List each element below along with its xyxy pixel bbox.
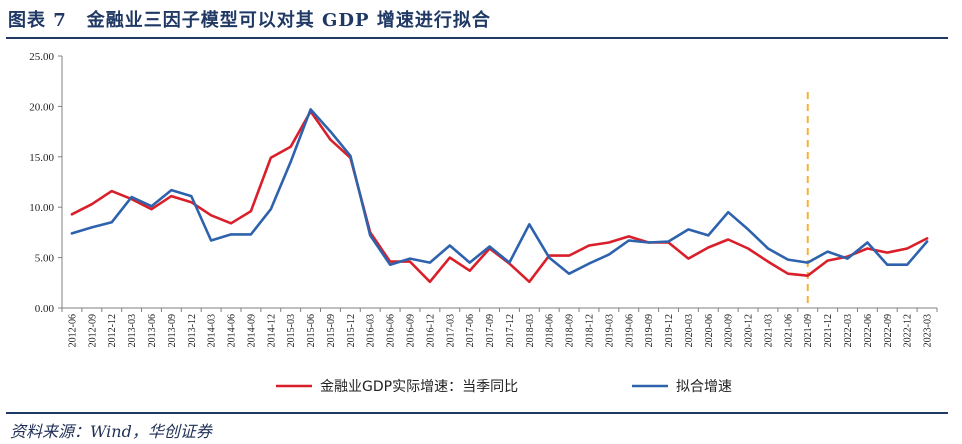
x-tick-label: 2021-03 (763, 314, 774, 347)
y-tick-label: 25.00 (29, 51, 54, 63)
x-tick-label: 2020-06 (704, 314, 715, 347)
figure-label: 图表 7 (8, 10, 67, 31)
y-tick-label: 15.00 (29, 152, 54, 164)
x-tick-label: 2015-03 (286, 314, 297, 347)
x-tick-label: 2015-09 (326, 314, 337, 347)
source-note: 资料来源：Wind，华创证券 (10, 422, 212, 441)
footer-rule (6, 412, 948, 414)
x-tick-label: 2022-03 (843, 314, 854, 347)
series-lines (70, 108, 929, 284)
x-tick-label: 2014-09 (246, 314, 257, 347)
x-tick-label: 2013-09 (167, 314, 178, 347)
x-tick-label: 2012-12 (107, 314, 118, 347)
x-tick-label: 2013-03 (127, 314, 138, 347)
y-tick-label: 10.00 (29, 202, 54, 214)
x-tick-label: 2017-06 (465, 314, 476, 347)
series-line-fitted-growth (70, 108, 929, 276)
x-tick-label: 2015-06 (306, 314, 317, 347)
x-tick-label: 2012-09 (87, 314, 98, 347)
title-rule (6, 37, 948, 39)
x-tick-label: 2016-12 (425, 314, 436, 347)
x-tick-label: 2020-03 (684, 314, 695, 347)
x-tick-label: 2016-06 (386, 314, 397, 347)
x-tick-label: 2020-12 (744, 314, 755, 347)
x-tick-label: 2019-03 (604, 314, 615, 347)
x-tick-label: 2018-12 (584, 314, 595, 347)
x-tick-label: 2022-06 (863, 314, 874, 347)
x-tick-label: 2013-12 (187, 314, 198, 347)
legend-label: 金融业GDP实际增速：当季同比 (320, 379, 518, 395)
y-axis-ticks: 0.00 5.00 10.00 15.00 20.00 25.00 (29, 51, 62, 315)
figure-title: 图表 7 金融业三因子模型可以对其 GDP 增速进行拟合 (8, 6, 491, 32)
series-line-actual-gdp-growth (70, 110, 929, 284)
x-tick-label: 2021-09 (803, 314, 814, 347)
chart-axes (61, 56, 937, 309)
x-tick-label: 2016-09 (406, 314, 417, 347)
x-tick-label: 2019-06 (624, 314, 635, 347)
figure-title-text: 金融业三因子模型可以对其 GDP 增速进行拟合 (86, 10, 491, 31)
x-tick-label: 2013-06 (147, 314, 158, 347)
y-tick-label: 5.00 (35, 253, 55, 265)
y-tick-label: 0.00 (35, 303, 55, 315)
x-tick-label: 2018-06 (545, 314, 556, 347)
x-tick-label: 2021-12 (823, 314, 834, 347)
legend-label: 拟合增速 (676, 379, 732, 395)
x-tick-label: 2012-06 (67, 314, 78, 347)
x-tick-label: 2017-09 (485, 314, 496, 347)
x-tick-label: 2017-03 (445, 314, 456, 347)
x-tick-label: 2014-03 (207, 314, 218, 347)
x-tick-label: 2016-03 (366, 314, 377, 347)
x-tick-label: 2022-12 (903, 314, 914, 347)
x-tick-label: 2023-03 (923, 314, 934, 347)
x-tick-label: 2014-06 (227, 314, 238, 347)
x-tick-label: 2019-12 (664, 314, 675, 347)
y-tick-label: 20.00 (29, 101, 54, 113)
x-tick-label: 2022-09 (883, 314, 894, 347)
x-tick-label: 2018-09 (565, 314, 576, 347)
x-tick-label: 2015-12 (346, 314, 357, 347)
x-tick-label: 2018-03 (525, 314, 536, 347)
x-tick-label: 2014-12 (266, 314, 277, 347)
x-tick-label: 2019-09 (644, 314, 655, 347)
x-tick-label: 2020-09 (724, 314, 735, 347)
chart-legend: 金融业GDP实际增速：当季同比 拟合增速 (276, 379, 732, 395)
x-axis-ticks: 2012-06 2012-09 2012-12 2013-03 2013-06 2013-… (61, 308, 938, 347)
x-tick-label: 2017-12 (505, 314, 516, 347)
x-tick-label: 2021-06 (783, 314, 794, 347)
